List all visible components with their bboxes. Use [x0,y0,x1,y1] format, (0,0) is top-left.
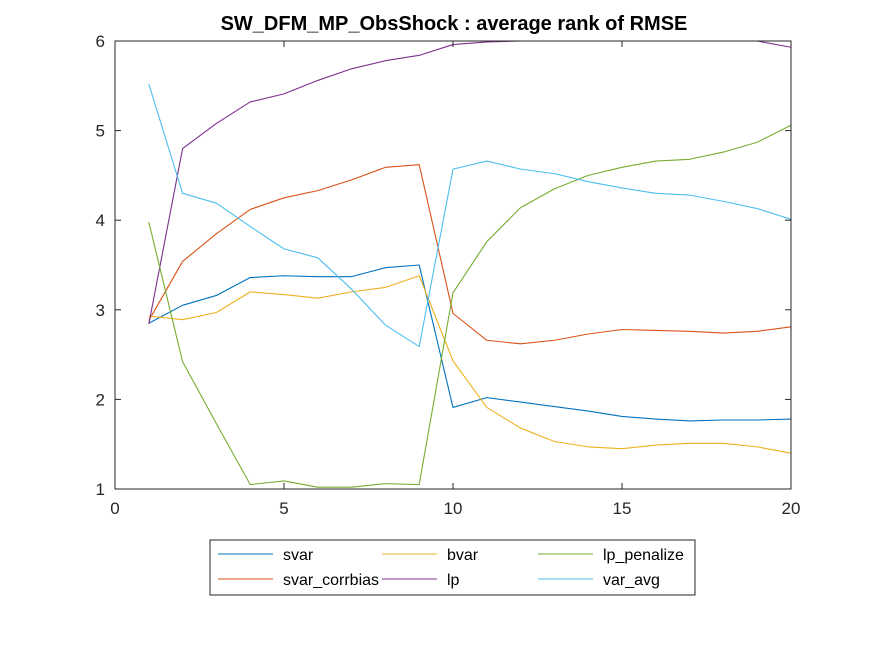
x-tick-label: 20 [782,499,801,518]
x-tick-label: 5 [279,499,288,518]
y-axis: 1 2 3 4 5 6 [96,32,791,499]
legend-label-svar-corrbias: svar_corrbias [283,572,379,589]
y-tick-label: 2 [96,390,105,409]
legend-box [209,539,696,596]
y-tick-label: 6 [96,32,105,51]
legend-label-lp-penalize: lp_penalize [603,547,684,564]
x-axis: 0 5 10 15 20 [110,41,800,518]
x-tick-label: 15 [613,499,632,518]
x-tick-label: 0 [110,499,119,518]
legend-label-var-avg: var_avg [603,572,660,589]
y-tick-label: 5 [96,122,105,141]
y-tick-label: 1 [96,480,105,499]
series-line-svar [148,264,792,422]
legend-label-lp: lp [447,572,460,589]
y-tick-label: 4 [96,211,105,230]
legend: svar bvar lp_penalize svar_corrbias lp var_av… [209,539,696,596]
y-tick-label: 3 [96,301,105,320]
chart-title: SW_DFM_MP_ObsShock : average rank of RMS… [221,13,688,35]
legend-label-bvar: bvar [447,547,479,564]
x-tick-label: 10 [444,499,463,518]
series-line-svar-corrbias [148,164,792,345]
series-line-bvar [148,275,792,454]
series-line-var-avg [148,83,792,348]
series-line-lp-penalize [148,124,792,488]
series-layer [148,40,792,488]
legend-label-svar: svar [283,547,314,564]
plot-area [115,41,791,489]
